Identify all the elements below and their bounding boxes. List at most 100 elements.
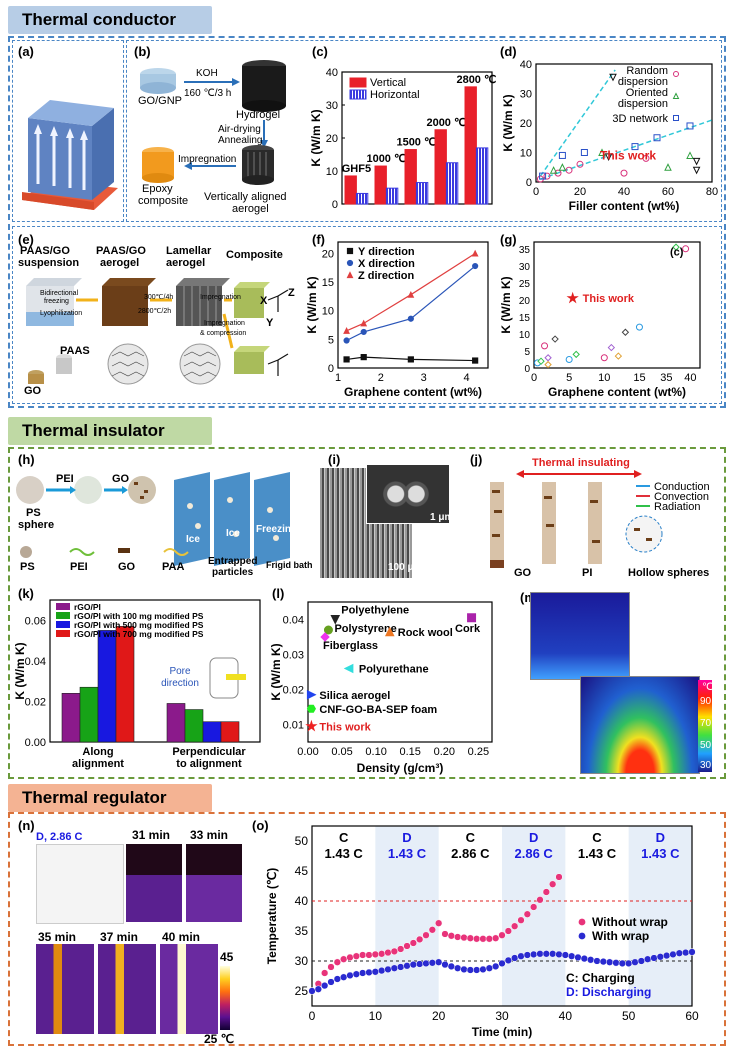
- point-0-4: [576, 160, 584, 168]
- point-9: [607, 343, 616, 352]
- point-0-3: [327, 963, 335, 971]
- point-2-0: [539, 172, 547, 180]
- point-1-10: [371, 968, 379, 976]
- point-1-32: [511, 954, 519, 962]
- y-tick-label: 30: [326, 100, 338, 112]
- legend-marker: [673, 115, 679, 121]
- legend-label: Without wrap: [592, 915, 668, 929]
- point-1-37: [542, 950, 550, 958]
- b-anneal: Annealing: [218, 135, 263, 146]
- point-0-18: [422, 931, 430, 939]
- n-t40: 40 min: [162, 930, 201, 944]
- e-imp: Impregnation: [200, 294, 241, 301]
- y-tick-label: 40: [520, 59, 532, 71]
- point-0-28: [485, 935, 493, 943]
- point-5: [343, 663, 354, 674]
- point-1-41: [568, 952, 576, 960]
- n-dlabel: D, 2.86 C: [36, 831, 83, 843]
- j-rad: Radiation: [654, 501, 701, 513]
- point-label: Polyurethane: [359, 664, 429, 676]
- bar-horizontal-1: [385, 187, 399, 205]
- m-tick-70: 70: [700, 718, 712, 729]
- x-tick-label: 40: [618, 186, 630, 198]
- point-1-16: [409, 960, 417, 969]
- panel-label-f: (f): [312, 232, 325, 247]
- point-label: This work: [319, 721, 371, 733]
- photo-battery: [36, 844, 124, 924]
- y-axis-label: K (W/m K): [309, 109, 323, 166]
- bar-0-1: [166, 703, 186, 743]
- bar-1-0: [79, 686, 99, 743]
- legend-marker: [346, 259, 354, 267]
- category-label: 1500 ℃: [396, 137, 436, 149]
- b-hydrogel: Hydrogel: [236, 109, 281, 121]
- point-0-19: [428, 926, 436, 934]
- m-tick-90: 90: [700, 696, 712, 707]
- j-title: Thermal insulating: [532, 457, 630, 469]
- legend-swatch: [349, 89, 367, 100]
- e-imp2: Impregnation: [204, 320, 245, 327]
- point-0-6: [642, 154, 650, 162]
- point-1-48: [612, 959, 620, 967]
- point-3: [384, 626, 395, 637]
- x-tick-label: 5: [566, 372, 572, 384]
- x-tick-label: 20: [574, 186, 586, 198]
- y-tick-label: 0.01: [283, 720, 304, 732]
- ir-31min: [126, 844, 182, 922]
- legend-marker: [672, 92, 680, 99]
- chart-l: 0.01 0.02 0.03 0.04 0.00 0.05 0.10 0.15 0.20 0.25…: [269, 601, 493, 775]
- legend-label: rGO/PI: [74, 602, 101, 612]
- point-1-2: [598, 148, 606, 156]
- bar-3-1: [220, 721, 240, 743]
- point-0-14: [397, 945, 405, 953]
- point-10: [614, 352, 623, 360]
- point-1-49: [618, 959, 626, 968]
- h-sphere: sphere: [18, 519, 55, 531]
- b-aerogel: aerogel: [232, 203, 269, 215]
- point-1: [537, 357, 545, 365]
- point-1-13: [390, 964, 398, 972]
- pore-arrow: [226, 674, 246, 680]
- point-0-26: [473, 935, 481, 943]
- x-tick-label: 20: [432, 1009, 446, 1023]
- section-box-conductor: [8, 36, 726, 408]
- x-axis-label: Density (g/cm³): [357, 761, 444, 775]
- colorbar-n: [220, 966, 230, 1030]
- j-pi: PI: [582, 567, 593, 579]
- section-box-insulator: [8, 447, 726, 779]
- legend-label: With wrap: [592, 929, 649, 943]
- b-koh: KOH: [196, 68, 218, 79]
- category-label: alignment: [72, 758, 124, 770]
- e-freezing: freezing: [44, 298, 69, 305]
- y-tick-label: 25: [295, 984, 309, 998]
- bar-vertical-4: [464, 86, 477, 205]
- category-label: GHF5: [342, 163, 371, 175]
- e-z: Z: [288, 287, 295, 299]
- point-0-2: [321, 969, 329, 977]
- phase-rate-3: 2.86 C: [515, 846, 554, 861]
- e-s2a: PAAS/GO: [96, 245, 146, 257]
- plot-frame: [535, 63, 713, 183]
- category-label: 1000 ℃: [366, 153, 406, 165]
- x-axis-label: Graphene content (wt%): [344, 385, 482, 399]
- point-1-30: [498, 959, 506, 968]
- point-3-0: [609, 73, 617, 82]
- annotation: direction: [161, 678, 199, 689]
- point-1-19: [428, 959, 436, 967]
- point-1-6: [346, 971, 354, 980]
- point-0-1: [360, 354, 367, 361]
- thermal-image-m2: [580, 676, 700, 774]
- x-tick-label: 50: [622, 1009, 636, 1023]
- x-tick-label: 40: [559, 1009, 573, 1023]
- point-0-21: [441, 930, 449, 938]
- e-paas: PAAS: [60, 345, 90, 357]
- label-c: (c): [670, 247, 684, 259]
- phase-shade-3: [502, 826, 566, 1006]
- legend-swatch: [56, 612, 70, 619]
- h-leg-pei: PEI: [70, 561, 88, 573]
- point-1-51: [631, 958, 639, 966]
- point-1-28: [485, 964, 493, 972]
- e-s1b: suspension: [18, 257, 80, 269]
- x-tick-label: 80: [706, 186, 718, 198]
- n-cmax: 45: [220, 950, 234, 964]
